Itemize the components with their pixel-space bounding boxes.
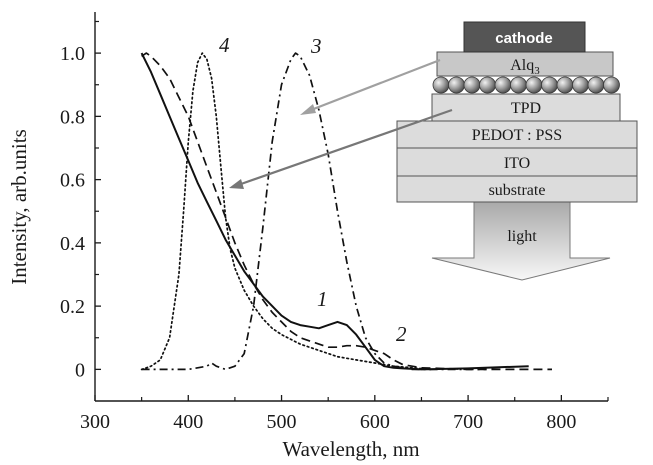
y-tick-label: 0.4 — [60, 233, 85, 255]
light-label: light — [507, 228, 537, 245]
curve-label-1: 1 — [317, 287, 328, 311]
curve-3 — [141, 52, 487, 371]
y-ticks: 0 0.2 0.4 0.6 0.8 1.0 — [60, 20, 101, 381]
molecule-sphere — [510, 76, 527, 94]
molecule-sphere — [525, 76, 543, 94]
tpd-arrowhead — [229, 179, 244, 189]
x-tick-label: 600 — [360, 411, 390, 433]
x-tick-label: 400 — [173, 411, 203, 433]
pedot-pss-label: PEDOT : PSS — [472, 127, 562, 144]
alq3-label: Alq3 — [510, 57, 540, 77]
alq3-arrowhead — [300, 104, 316, 115]
molecule-sphere — [556, 76, 574, 94]
alq3-layer — [436, 51, 614, 77]
y-tick-label: 1.0 — [60, 43, 85, 65]
x-tick-label: 800 — [546, 411, 576, 433]
ito-layer — [396, 147, 638, 177]
curve-1 — [140, 52, 529, 371]
curves — [140, 52, 552, 371]
curve-4 — [140, 52, 432, 371]
alq-subscript: 3 — [534, 65, 540, 77]
alq3-emission-arrow — [310, 58, 441, 112]
molecule-sphere — [479, 76, 496, 94]
light-arrow — [431, 201, 611, 281]
x-ticks: 300 400 500 600 700 800 — [80, 395, 609, 433]
alq-text: Alq — [510, 57, 534, 74]
y-tick-label: 0.2 — [60, 296, 85, 318]
axes — [94, 12, 608, 402]
y-tick-label: 0.6 — [60, 170, 85, 192]
curve-2 — [141, 52, 552, 371]
molecule-sphere — [463, 76, 481, 94]
molecule-sphere — [448, 76, 465, 94]
substrate-label: substrate — [489, 182, 546, 199]
y-axis-title: Intensity, arb.units — [7, 129, 31, 285]
tpd-emission-arrow — [240, 108, 453, 186]
cathode-layer — [463, 21, 586, 53]
molecule-sphere — [603, 76, 620, 94]
curve-label-3: 3 — [310, 34, 322, 58]
tpd-layer — [431, 93, 621, 122]
x-tick-label: 500 — [267, 411, 297, 433]
x-tick-label: 300 — [80, 411, 110, 433]
molecule-sphere — [432, 76, 450, 94]
device-diagram: light substrate ITO PEDOT : PSS TPD Alq3… — [229, 21, 638, 281]
x-axis-title: Wavelength, nm — [282, 437, 419, 461]
molecule-sphere — [587, 76, 605, 94]
molecule-sphere — [572, 76, 589, 94]
x-tick-label: 700 — [453, 411, 483, 433]
molecule-sphere — [494, 76, 512, 94]
molecule-spheres — [432, 76, 620, 94]
y-tick-label: 0.8 — [60, 106, 85, 128]
y-tick-label: 0 — [75, 359, 85, 381]
tpd-label: TPD — [511, 100, 541, 117]
ito-label: ITO — [504, 155, 530, 172]
molecule-sphere — [541, 76, 558, 94]
curve-label-2: 2 — [396, 322, 407, 346]
cathode-label: cathode — [495, 30, 553, 47]
curve-label-4: 4 — [219, 33, 230, 57]
